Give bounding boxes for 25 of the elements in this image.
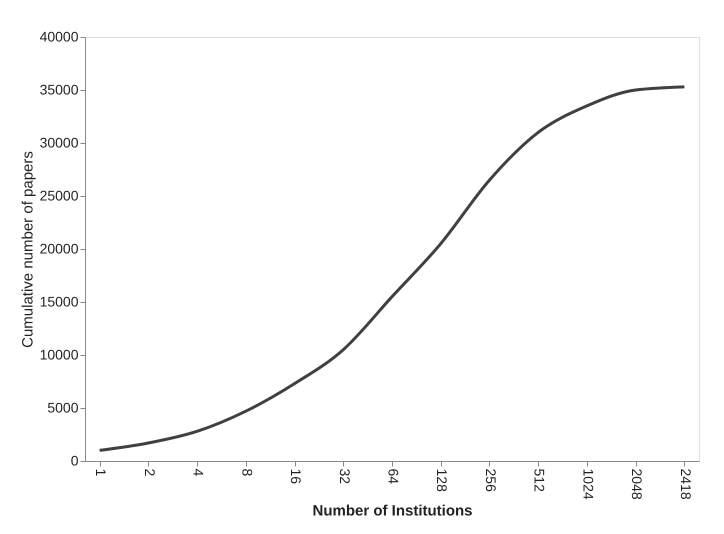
y-tick-label: 15000 [40, 294, 79, 310]
x-tick-label: 2 [142, 468, 158, 476]
x-tick-label: 2418 [678, 468, 694, 500]
x-tick-label: 512 [532, 468, 548, 492]
y-tick-label: 30000 [40, 134, 79, 150]
y-tick-label: 0 [70, 452, 79, 468]
x-tick-label: 16 [288, 468, 304, 484]
y-tick-label: 10000 [40, 346, 79, 362]
line-series [98, 85, 686, 452]
x-tick-label: 256 [482, 468, 499, 492]
y-tick-label: 20000 [40, 240, 79, 256]
x-axis-title: Number of Institutions [312, 502, 472, 520]
x-tick-label: 128 [434, 468, 450, 492]
x-tick-label: 4 [190, 468, 207, 476]
x-tick-label: 64 [386, 468, 402, 484]
x-tick-label: 1 [93, 468, 110, 476]
x-tick-label: 2048 [629, 468, 646, 500]
y-tick-label: 25000 [40, 188, 79, 204]
x-tick-label: 32 [336, 468, 353, 484]
x-tick-label: 1024 [580, 468, 596, 500]
y-axis-title: Cumulative number of papers [20, 151, 37, 348]
x-tick-label: 8 [239, 468, 256, 476]
y-tick-label: 35000 [40, 82, 79, 98]
y-tick-label: 40000 [40, 28, 79, 44]
y-tick-label: 5000 [47, 400, 79, 416]
